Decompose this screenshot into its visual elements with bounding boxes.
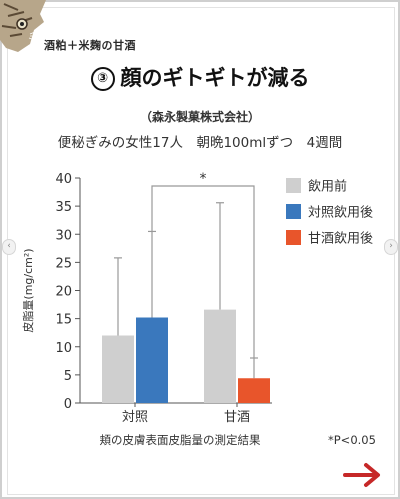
y-tick-label: 40: [55, 172, 72, 187]
significance-note: *P<0.05: [328, 433, 376, 447]
cat-illustration: [0, 0, 46, 52]
y-tick-label: 0: [64, 397, 72, 412]
bar-甘酒飲用後: [238, 378, 270, 403]
legend-swatch: [286, 178, 301, 193]
y-tick-label: 25: [55, 256, 72, 271]
y-tick-label: 15: [55, 313, 72, 328]
source-credit: （森永製菓株式会社）: [139, 110, 260, 124]
right-arrow-icon[interactable]: [342, 460, 388, 490]
y-tick-label: 30: [55, 228, 72, 243]
x-tick-label: 対照: [122, 410, 148, 425]
item-number-badge: ③: [90, 67, 115, 91]
carousel-next-button[interactable]: ›: [384, 239, 398, 255]
y-tick-label: 10: [55, 341, 72, 356]
bars-group: [102, 202, 270, 403]
significance-bracket: *: [151, 171, 255, 358]
headline: ③ 顔のギトギトが減る: [0, 62, 400, 92]
y-tick-label: 20: [55, 285, 72, 300]
bar-飲用前: [102, 335, 134, 403]
legend-label: 飲用前: [308, 179, 347, 195]
bar-飲用前: [204, 309, 236, 403]
study-conditions: 便秘ぎみの女性17人 朝晩100mlずつ 4週間: [57, 135, 343, 151]
y-tick-label: 5: [64, 369, 72, 384]
bracket-line: [151, 185, 255, 358]
headline-text: 顔のギトギトが減る: [120, 66, 310, 90]
bar-対照飲用後: [136, 317, 168, 403]
legend-label: 甘酒飲用後: [308, 231, 373, 247]
legend-label: 対照飲用後: [308, 205, 373, 221]
product-tag: 酒粕＋米麹の甘酒: [44, 39, 136, 52]
x-tick-label: 甘酒: [224, 410, 250, 425]
x-axis-categories: 対照 甘酒: [122, 403, 250, 425]
carousel-prev-button[interactable]: ‹: [2, 239, 16, 255]
y-axis-label: 皮脂量(mg/cm²): [21, 248, 35, 332]
significance-mark: *: [200, 171, 207, 187]
legend-swatch: [286, 230, 301, 245]
legend-swatch: [286, 204, 301, 219]
y-axis-ticks: 0 5 10 15 20 25 30 35 40: [55, 172, 80, 412]
x-axis-label: 頬の皮膚表面皮脂量の測定結果: [100, 433, 261, 447]
y-tick-label: 35: [55, 200, 72, 215]
